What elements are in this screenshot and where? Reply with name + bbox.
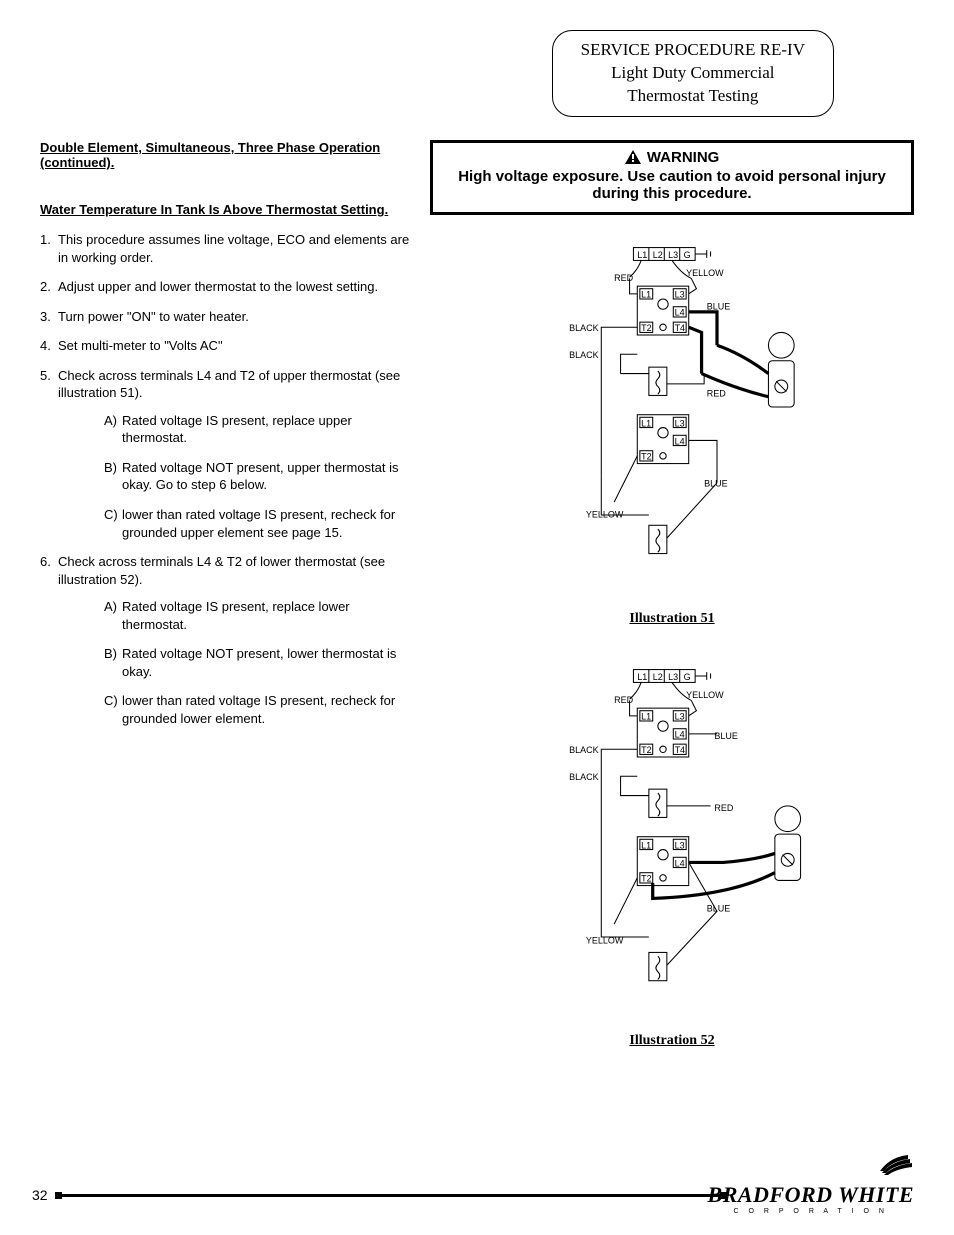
svg-text:L4: L4	[675, 436, 685, 446]
diagram-52: L1 L2 L3 G RED YELLOW L1 L3 L4 T2 T4 BLA…	[522, 667, 822, 1027]
svg-text:L3: L3	[668, 250, 678, 260]
svg-text:L3: L3	[675, 712, 685, 722]
step-6c: C)lower than rated voltage IS present, r…	[104, 692, 410, 727]
svg-text:YELLOW: YELLOW	[686, 690, 724, 700]
svg-text:L3: L3	[675, 418, 685, 428]
svg-text:T4: T4	[675, 323, 686, 333]
step-6a: A)Rated voltage IS present, replace lowe…	[104, 598, 410, 633]
header-line-1: SERVICE PROCEDURE RE-IV	[581, 39, 805, 62]
svg-text:BLACK: BLACK	[569, 772, 599, 782]
illustration-52-caption: Illustration 52	[430, 1033, 914, 1049]
svg-text:L4: L4	[675, 858, 685, 868]
svg-text:L2: L2	[653, 250, 663, 260]
page-number: 32	[32, 1187, 48, 1203]
header-box: SERVICE PROCEDURE RE-IV Light Duty Comme…	[552, 30, 834, 117]
svg-text:L3: L3	[675, 290, 685, 300]
illustration-51: L1 L2 L3 G RED YELLOW L1 L3 L4 T2 T4	[430, 245, 914, 627]
step-6-subs: A)Rated voltage IS present, replace lowe…	[104, 598, 410, 727]
warning-box: WARNING High voltage exposure. Use cauti…	[430, 140, 914, 215]
step-5c: C)lower than rated voltage IS present, r…	[104, 506, 410, 541]
left-column: Double Element, Simultaneous, Three Phas…	[40, 140, 410, 1089]
svg-text:BLACK: BLACK	[569, 323, 599, 333]
svg-text:RED: RED	[707, 389, 727, 399]
svg-text:L1: L1	[641, 712, 651, 722]
brand-logo: BRADFORD WHITE C O R P O R A T I O N	[708, 1153, 914, 1215]
svg-text:RED: RED	[614, 695, 634, 705]
svg-text:L2: L2	[653, 672, 663, 682]
svg-text:L4: L4	[675, 730, 685, 740]
svg-text:YELLOW: YELLOW	[686, 268, 724, 278]
svg-text:BLUE: BLUE	[707, 301, 731, 311]
illustration-52: L1 L2 L3 G RED YELLOW L1 L3 L4 T2 T4 BLA…	[430, 667, 914, 1049]
step-5: 5.Check across terminals L4 and T2 of up…	[40, 367, 410, 541]
step-6: 6.Check across terminals L4 & T2 of lowe…	[40, 553, 410, 727]
svg-text:L3: L3	[668, 672, 678, 682]
step-6b: B)Rated voltage NOT present, lower therm…	[104, 645, 410, 680]
content: Double Element, Simultaneous, Three Phas…	[40, 140, 914, 1089]
svg-text:RED: RED	[614, 273, 634, 283]
svg-text:YELLOW: YELLOW	[586, 935, 624, 945]
step-5b: B)Rated voltage NOT present, upper therm…	[104, 459, 410, 494]
header-line-3: Thermostat Testing	[581, 85, 805, 108]
svg-text:BLACK: BLACK	[569, 745, 599, 755]
svg-text:T2: T2	[641, 323, 652, 333]
svg-text:G: G	[684, 250, 691, 260]
svg-text:G: G	[684, 672, 691, 682]
svg-text:L4: L4	[675, 308, 685, 318]
step-4: 4.Set multi-meter to "Volts AC"	[40, 337, 410, 355]
footer-rule	[58, 1194, 724, 1197]
brand-name: BRADFORD WHITE	[708, 1182, 914, 1208]
svg-text:L1: L1	[637, 672, 647, 682]
svg-text:L1: L1	[637, 250, 647, 260]
svg-text:L3: L3	[675, 840, 685, 850]
section-heading: Water Temperature In Tank Is Above Therm…	[40, 202, 410, 217]
warning-title: WARNING	[647, 149, 720, 166]
svg-text:L1: L1	[641, 290, 651, 300]
svg-text:BLUE: BLUE	[707, 903, 731, 913]
header-line-2: Light Duty Commercial	[581, 62, 805, 85]
step-2: 2.Adjust upper and lower thermostat to t…	[40, 278, 410, 296]
diagram-51: L1 L2 L3 G RED YELLOW L1 L3 L4 T2 T4	[522, 245, 822, 605]
svg-text:T2: T2	[641, 874, 652, 884]
svg-text:T2: T2	[641, 452, 652, 462]
step-1: 1.This procedure assumes line voltage, E…	[40, 231, 410, 266]
step-3: 3.Turn power "ON" to water heater.	[40, 308, 410, 326]
svg-text:RED: RED	[714, 803, 734, 813]
warning-body: High voltage exposure. Use caution to av…	[443, 168, 901, 202]
top-heading: Double Element, Simultaneous, Three Phas…	[40, 140, 410, 170]
right-column: WARNING High voltage exposure. Use cauti…	[430, 140, 914, 1089]
svg-text:L1: L1	[641, 840, 651, 850]
steps-list: 1.This procedure assumes line voltage, E…	[40, 231, 410, 727]
svg-text:T4: T4	[675, 745, 686, 755]
warning-icon	[625, 150, 641, 168]
svg-text:L1: L1	[641, 418, 651, 428]
step-5-subs: A)Rated voltage IS present, replace uppe…	[104, 412, 410, 541]
svg-text:BLACK: BLACK	[569, 350, 599, 360]
step-5a: A)Rated voltage IS present, replace uppe…	[104, 412, 410, 447]
illustration-51-caption: Illustration 51	[430, 611, 914, 627]
brand-wave-icon	[708, 1153, 914, 1180]
brand-corp: C O R P O R A T I O N	[708, 1208, 914, 1215]
svg-text:BLUE: BLUE	[714, 731, 738, 741]
svg-text:T2: T2	[641, 745, 652, 755]
svg-text:YELLOW: YELLOW	[586, 510, 624, 520]
